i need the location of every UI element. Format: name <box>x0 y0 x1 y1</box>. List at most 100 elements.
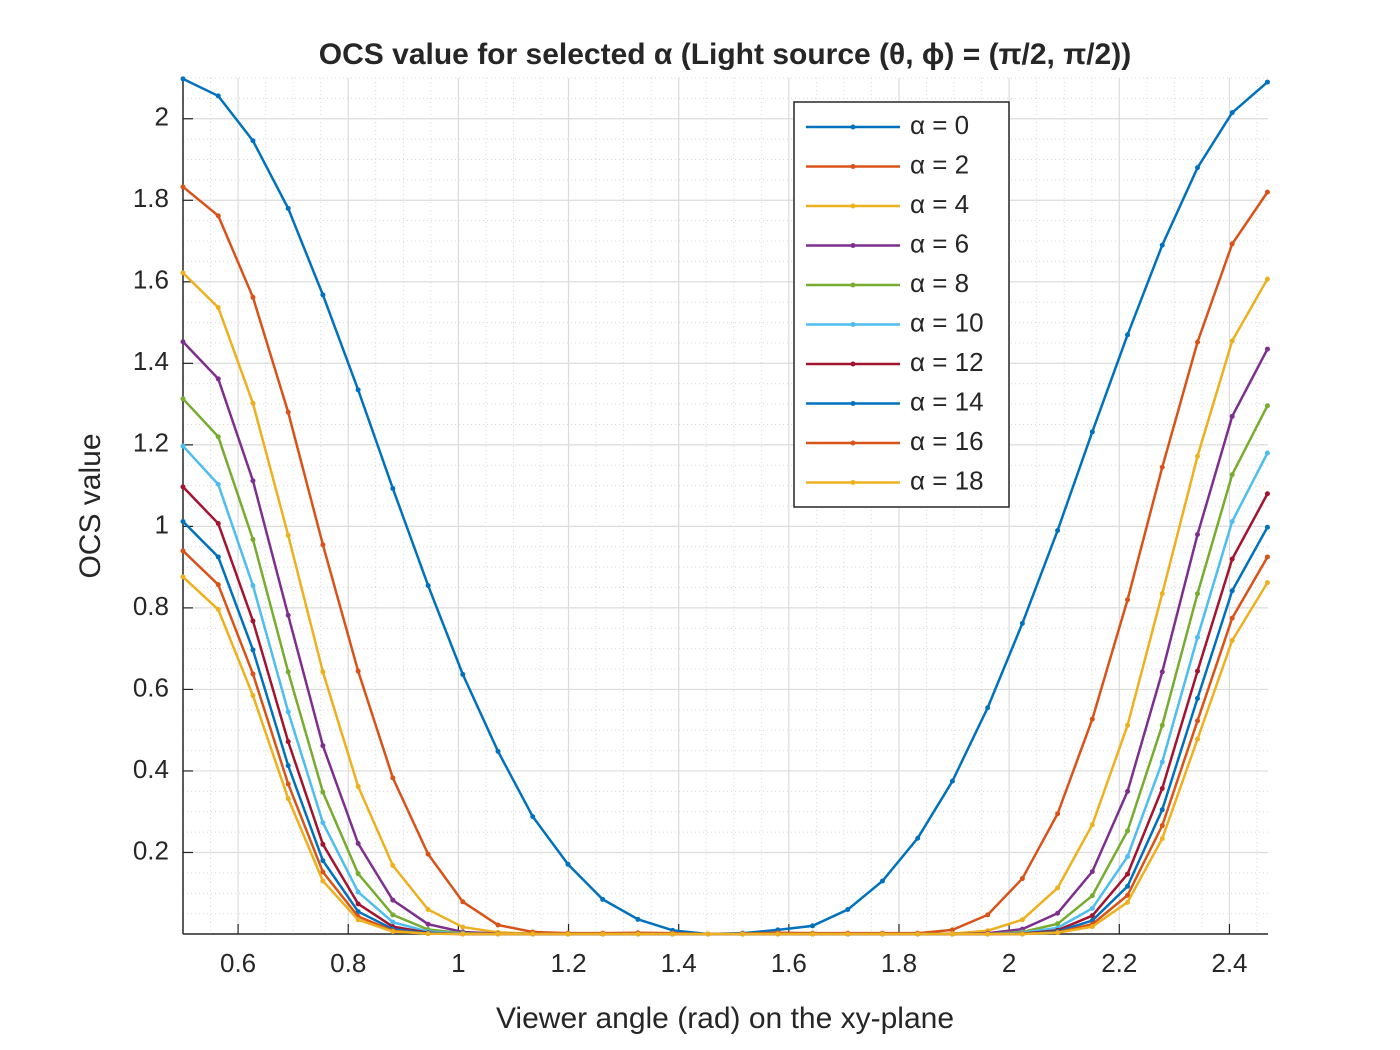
data-point <box>1195 695 1201 701</box>
data-point <box>600 896 606 902</box>
data-point <box>1229 518 1235 524</box>
data-point <box>1159 669 1165 675</box>
data-point <box>1264 79 1270 85</box>
x-tick-label: 2.4 <box>1211 948 1247 978</box>
data-point <box>810 923 816 929</box>
data-point <box>1125 332 1131 338</box>
data-point <box>1159 242 1165 248</box>
data-point <box>250 138 256 144</box>
data-point <box>1195 165 1201 171</box>
data-point <box>215 93 221 99</box>
data-point <box>1264 524 1270 530</box>
data-point <box>215 376 221 382</box>
data-point <box>320 292 326 298</box>
data-point <box>1195 736 1201 742</box>
data-point <box>1229 588 1235 594</box>
data-point <box>1019 931 1025 937</box>
data-point <box>285 409 291 415</box>
data-point <box>1055 910 1061 916</box>
data-point <box>1229 241 1235 247</box>
data-point <box>320 542 326 548</box>
data-point <box>915 931 921 937</box>
legend-marker <box>850 164 856 169</box>
legend-label: α = 4 <box>910 189 969 219</box>
data-point <box>985 931 991 937</box>
data-point <box>285 763 291 769</box>
data-point <box>1125 828 1131 834</box>
data-point <box>1125 854 1131 860</box>
x-tick-label: 1.6 <box>771 948 807 978</box>
data-point <box>1125 883 1131 889</box>
data-point <box>460 899 466 905</box>
y-tick-label: 2 <box>155 102 169 132</box>
data-point <box>355 871 361 877</box>
data-point <box>1195 718 1201 724</box>
legend-label: α = 6 <box>910 228 969 258</box>
y-tick-label: 1.2 <box>133 428 169 458</box>
data-point <box>180 184 186 190</box>
data-point <box>355 917 361 923</box>
data-point <box>390 897 396 903</box>
x-axis-label: Viewer angle (rad) on the xy-plane <box>496 1002 954 1035</box>
chart-title: OCS value for selected α (Light source (… <box>319 38 1131 71</box>
data-point <box>250 647 256 653</box>
data-point <box>1159 823 1165 829</box>
data-point <box>1125 899 1131 905</box>
data-point <box>250 478 256 484</box>
data-point <box>215 434 221 440</box>
x-tick-label: 0.8 <box>330 948 366 978</box>
data-point <box>285 532 291 538</box>
data-point <box>1195 453 1201 459</box>
data-point <box>215 607 221 613</box>
legend-marker <box>850 440 856 446</box>
data-point <box>845 907 851 913</box>
data-point <box>180 548 186 554</box>
data-point <box>285 781 291 787</box>
data-point <box>1195 591 1201 597</box>
data-point <box>285 709 291 715</box>
data-point <box>320 820 326 826</box>
data-point <box>879 878 885 884</box>
data-point <box>1229 413 1235 419</box>
legend-marker <box>850 282 856 288</box>
data-point <box>1229 472 1235 478</box>
data-point <box>1264 276 1270 282</box>
data-point <box>949 931 955 937</box>
legend-box <box>793 101 1010 508</box>
data-point <box>215 554 221 560</box>
data-point <box>1229 638 1235 644</box>
data-point <box>250 671 256 677</box>
data-point <box>460 924 466 930</box>
y-tick-label: 0.6 <box>133 672 169 702</box>
data-point <box>355 901 361 907</box>
data-point <box>460 671 466 677</box>
data-point <box>355 783 361 789</box>
data-point <box>1264 580 1270 586</box>
legend-marker <box>850 243 856 248</box>
data-point <box>1089 822 1095 828</box>
data-point <box>1229 110 1235 116</box>
data-point <box>1125 597 1131 603</box>
data-point <box>180 484 186 490</box>
data-point <box>180 443 186 449</box>
legend-label: α = 12 <box>910 347 984 377</box>
data-point <box>1264 346 1270 352</box>
data-point <box>530 814 536 820</box>
data-point <box>1089 905 1095 911</box>
x-tick-label: 2 <box>1002 948 1016 978</box>
data-point <box>985 912 991 918</box>
data-point <box>1055 930 1061 936</box>
data-point <box>250 618 256 624</box>
x-tick-label: 1 <box>451 948 465 978</box>
legend-label: α = 18 <box>910 465 984 495</box>
x-tick-label: 1.4 <box>661 948 697 978</box>
data-point <box>1159 591 1165 597</box>
data-point <box>390 912 396 918</box>
data-point <box>1195 339 1201 345</box>
data-point <box>250 693 256 699</box>
data-point <box>390 775 396 781</box>
data-point <box>530 931 536 937</box>
data-point <box>215 521 221 527</box>
